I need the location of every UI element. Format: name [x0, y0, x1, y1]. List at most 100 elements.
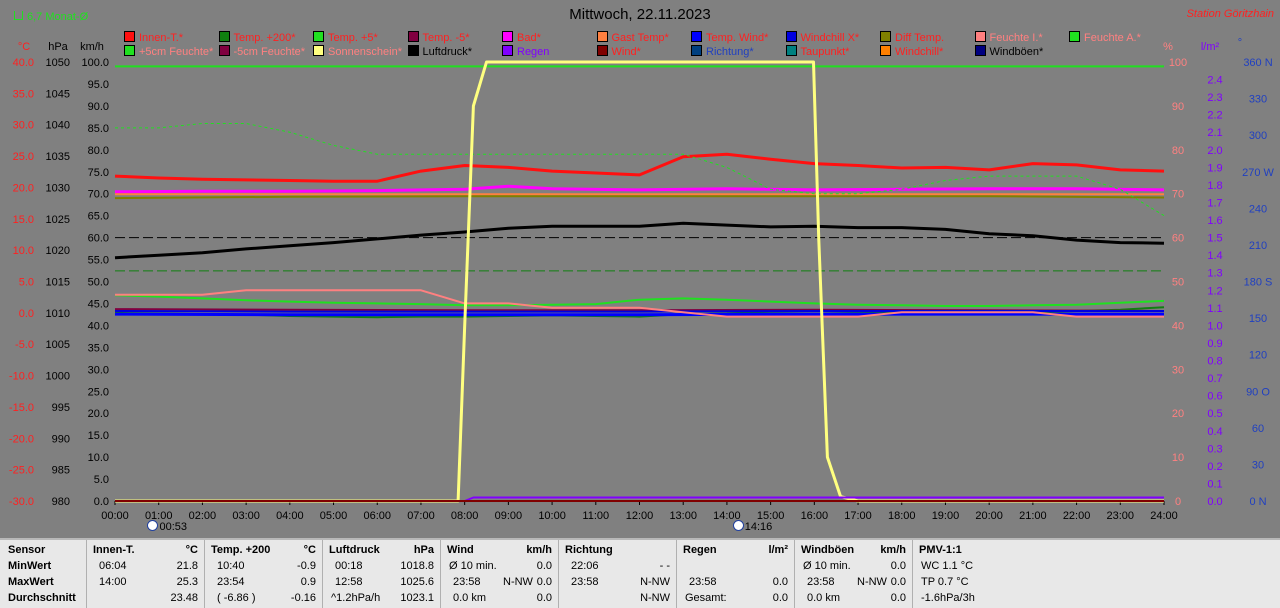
stats-pmv-pressure-trend: -1.6hPa/3h [921, 592, 975, 604]
stats-pmv: PMV-1:1 WC 1.1 °C TP 0.7 °C -1.6hPa/3h [913, 540, 1279, 608]
legend-item: Feuchte A.* [1069, 31, 1141, 45]
stats-windboeen-max-direction: N-NW [857, 576, 887, 588]
stats-temp200-unit: °C [303, 544, 316, 556]
percent-tick-label: 70 [1172, 189, 1184, 201]
pressure-tick-label: 1010 [46, 308, 70, 320]
stats-wind-unit: km/h [526, 544, 552, 556]
legend-label: Taupunkt* [800, 46, 850, 58]
legend-label: Temp. +5* [328, 32, 378, 44]
wind-tick-label: 50.0 [88, 277, 109, 289]
legend-item: Wind* [596, 45, 641, 59]
temp-tick-label: -20.0 [9, 433, 34, 445]
stats-wind-distance: 0.0 km [453, 592, 487, 604]
series-line-diff-temp [114, 195, 1165, 200]
stats-windboeen-min-label: Ø 10 min. [803, 560, 851, 572]
sun-marker-icon [147, 520, 159, 531]
x-tick-label: 17:00 [844, 510, 872, 522]
legend-swatch [596, 45, 608, 56]
legend-label: Temp. +200* [233, 32, 296, 44]
stats-regen-head: Regen [683, 544, 717, 556]
legend-label: Wind* [611, 46, 641, 58]
stats-richtung-max-time: 23:58 [571, 576, 599, 588]
temp-tick-label: 35.0 [13, 88, 34, 100]
legend-label: Innen-T.* [139, 32, 184, 44]
legend-label: Temp. -5* [422, 32, 470, 44]
series-line-luftdruck [114, 221, 1165, 260]
series-line-temp-5 [114, 294, 1165, 307]
stats-regen-total-label: Gesamt: [685, 592, 727, 604]
wind-tick-label: 40.0 [88, 320, 109, 332]
series-line-feuchte-a [115, 123, 1165, 217]
stats-windboeen-avg-value: 0.0 [890, 592, 906, 604]
stats-wind-max-direction: N-NW [503, 576, 533, 588]
legend-item: Taupunkt* [785, 45, 850, 59]
legend-swatch [218, 45, 230, 56]
rain-tick-label: 1.9 [1207, 162, 1222, 174]
direction-tick-label: 360 N [1243, 57, 1272, 69]
legend-swatch [596, 31, 608, 42]
stats-regen-max-value: 0.0 [772, 576, 788, 588]
x-tick-label: 08:00 [451, 510, 479, 522]
legend-label: -5cm Feuchte* [233, 46, 306, 58]
wind-tick-label: 25.0 [88, 386, 109, 398]
pressure-tick-label: 1040 [46, 120, 70, 132]
pressure-tick-label: 1050 [46, 57, 70, 69]
legend-label: Richtung* [706, 46, 754, 58]
rain-tick-label: 2.4 [1207, 75, 1222, 87]
wind-tick-label: 5.0 [94, 474, 109, 486]
stats-windboeen-max-time: 23:58 [807, 576, 835, 588]
stats-pmv-dewpoint: TP 0.7 °C [921, 576, 969, 588]
x-tick-label: 16:00 [801, 510, 829, 522]
percent-tick-label: 40 [1172, 320, 1184, 332]
pressure-axis-unit: hPa [48, 41, 68, 53]
legend-item: Temp. +200* [218, 31, 296, 45]
temp-tick-label: 0.0 [19, 308, 34, 320]
legend-label: Windchill X* [800, 32, 860, 44]
stats-innen: Innen-T. °C 06:04 21.8 14:00 25.3 23.48 [87, 540, 205, 608]
stats-richtung-head: Richtung [565, 544, 613, 556]
stats-innen-min-value: 21.8 [176, 560, 198, 572]
x-tick-label: 09:00 [495, 510, 523, 522]
direction-tick-label: 0 N [1249, 496, 1266, 508]
temp-tick-label: -15.0 [9, 402, 34, 414]
average-bracket-icon [14, 11, 23, 20]
legend-item: Luftdruck* [407, 45, 472, 59]
stats-temp200-min-time: 10:40 [217, 560, 245, 572]
pressure-tick-label: 1015 [46, 277, 70, 289]
rain-tick-label: 0.8 [1207, 356, 1222, 368]
legend-label: +5cm Feuchte* [139, 46, 214, 58]
stats-temp200-avg-value: -0.16 [290, 592, 316, 604]
series-line-windchill-x [114, 310, 1164, 313]
rain-tick-label: 1.0 [1207, 320, 1222, 332]
stats-luftdruck-max-time: 12:58 [335, 576, 363, 588]
stats-wind-head: Wind [447, 544, 474, 556]
rain-tick-label: 0.0 [1207, 496, 1222, 508]
pressure-tick-label: 980 [52, 496, 70, 508]
rain-tick-label: 2.0 [1207, 145, 1222, 157]
percent-tick-label: 30 [1172, 364, 1184, 376]
temp-tick-label: 40.0 [13, 57, 34, 69]
wind-tick-label: 45.0 [88, 298, 109, 310]
stats-regen-total-value: 0.0 [772, 592, 788, 604]
legend-label: Regen [517, 46, 550, 58]
pressure-tick-label: 1025 [46, 214, 70, 226]
stats-windboeen-unit: km/h [880, 544, 906, 556]
temp-tick-label: 20.0 [13, 182, 34, 194]
temp-tick-label: 10.0 [13, 245, 34, 257]
pressure-tick-label: 985 [52, 465, 70, 477]
wind-tick-label: 85.0 [88, 123, 109, 135]
temp-tick-label: -5.0 [15, 339, 34, 351]
percent-tick-label: 60 [1172, 233, 1184, 245]
legend-item: Sonnenschein* [313, 45, 402, 59]
stats-richtung: Richtung 22:06 - - 23:58 N-NW N-NW [559, 540, 677, 608]
temp-tick-label: -25.0 [9, 465, 34, 477]
statistics-panel: Sensor MinWert MaxWert Durchschnitt Inne… [0, 538, 1280, 608]
x-tick-label: 19:00 [932, 510, 960, 522]
percent-tick-label: 100 [1169, 57, 1187, 69]
direction-tick-label: 60 [1252, 423, 1264, 435]
temp-tick-label: -30.0 [9, 496, 34, 508]
stats-regen: Regen l/m² 23:58 0.0 Gesamt: 0.0 [677, 540, 795, 608]
stats-luftdruck-unit: hPa [413, 544, 434, 556]
percent-tick-label: 10 [1172, 452, 1184, 464]
legend-item: Gast Temp* [596, 31, 669, 45]
